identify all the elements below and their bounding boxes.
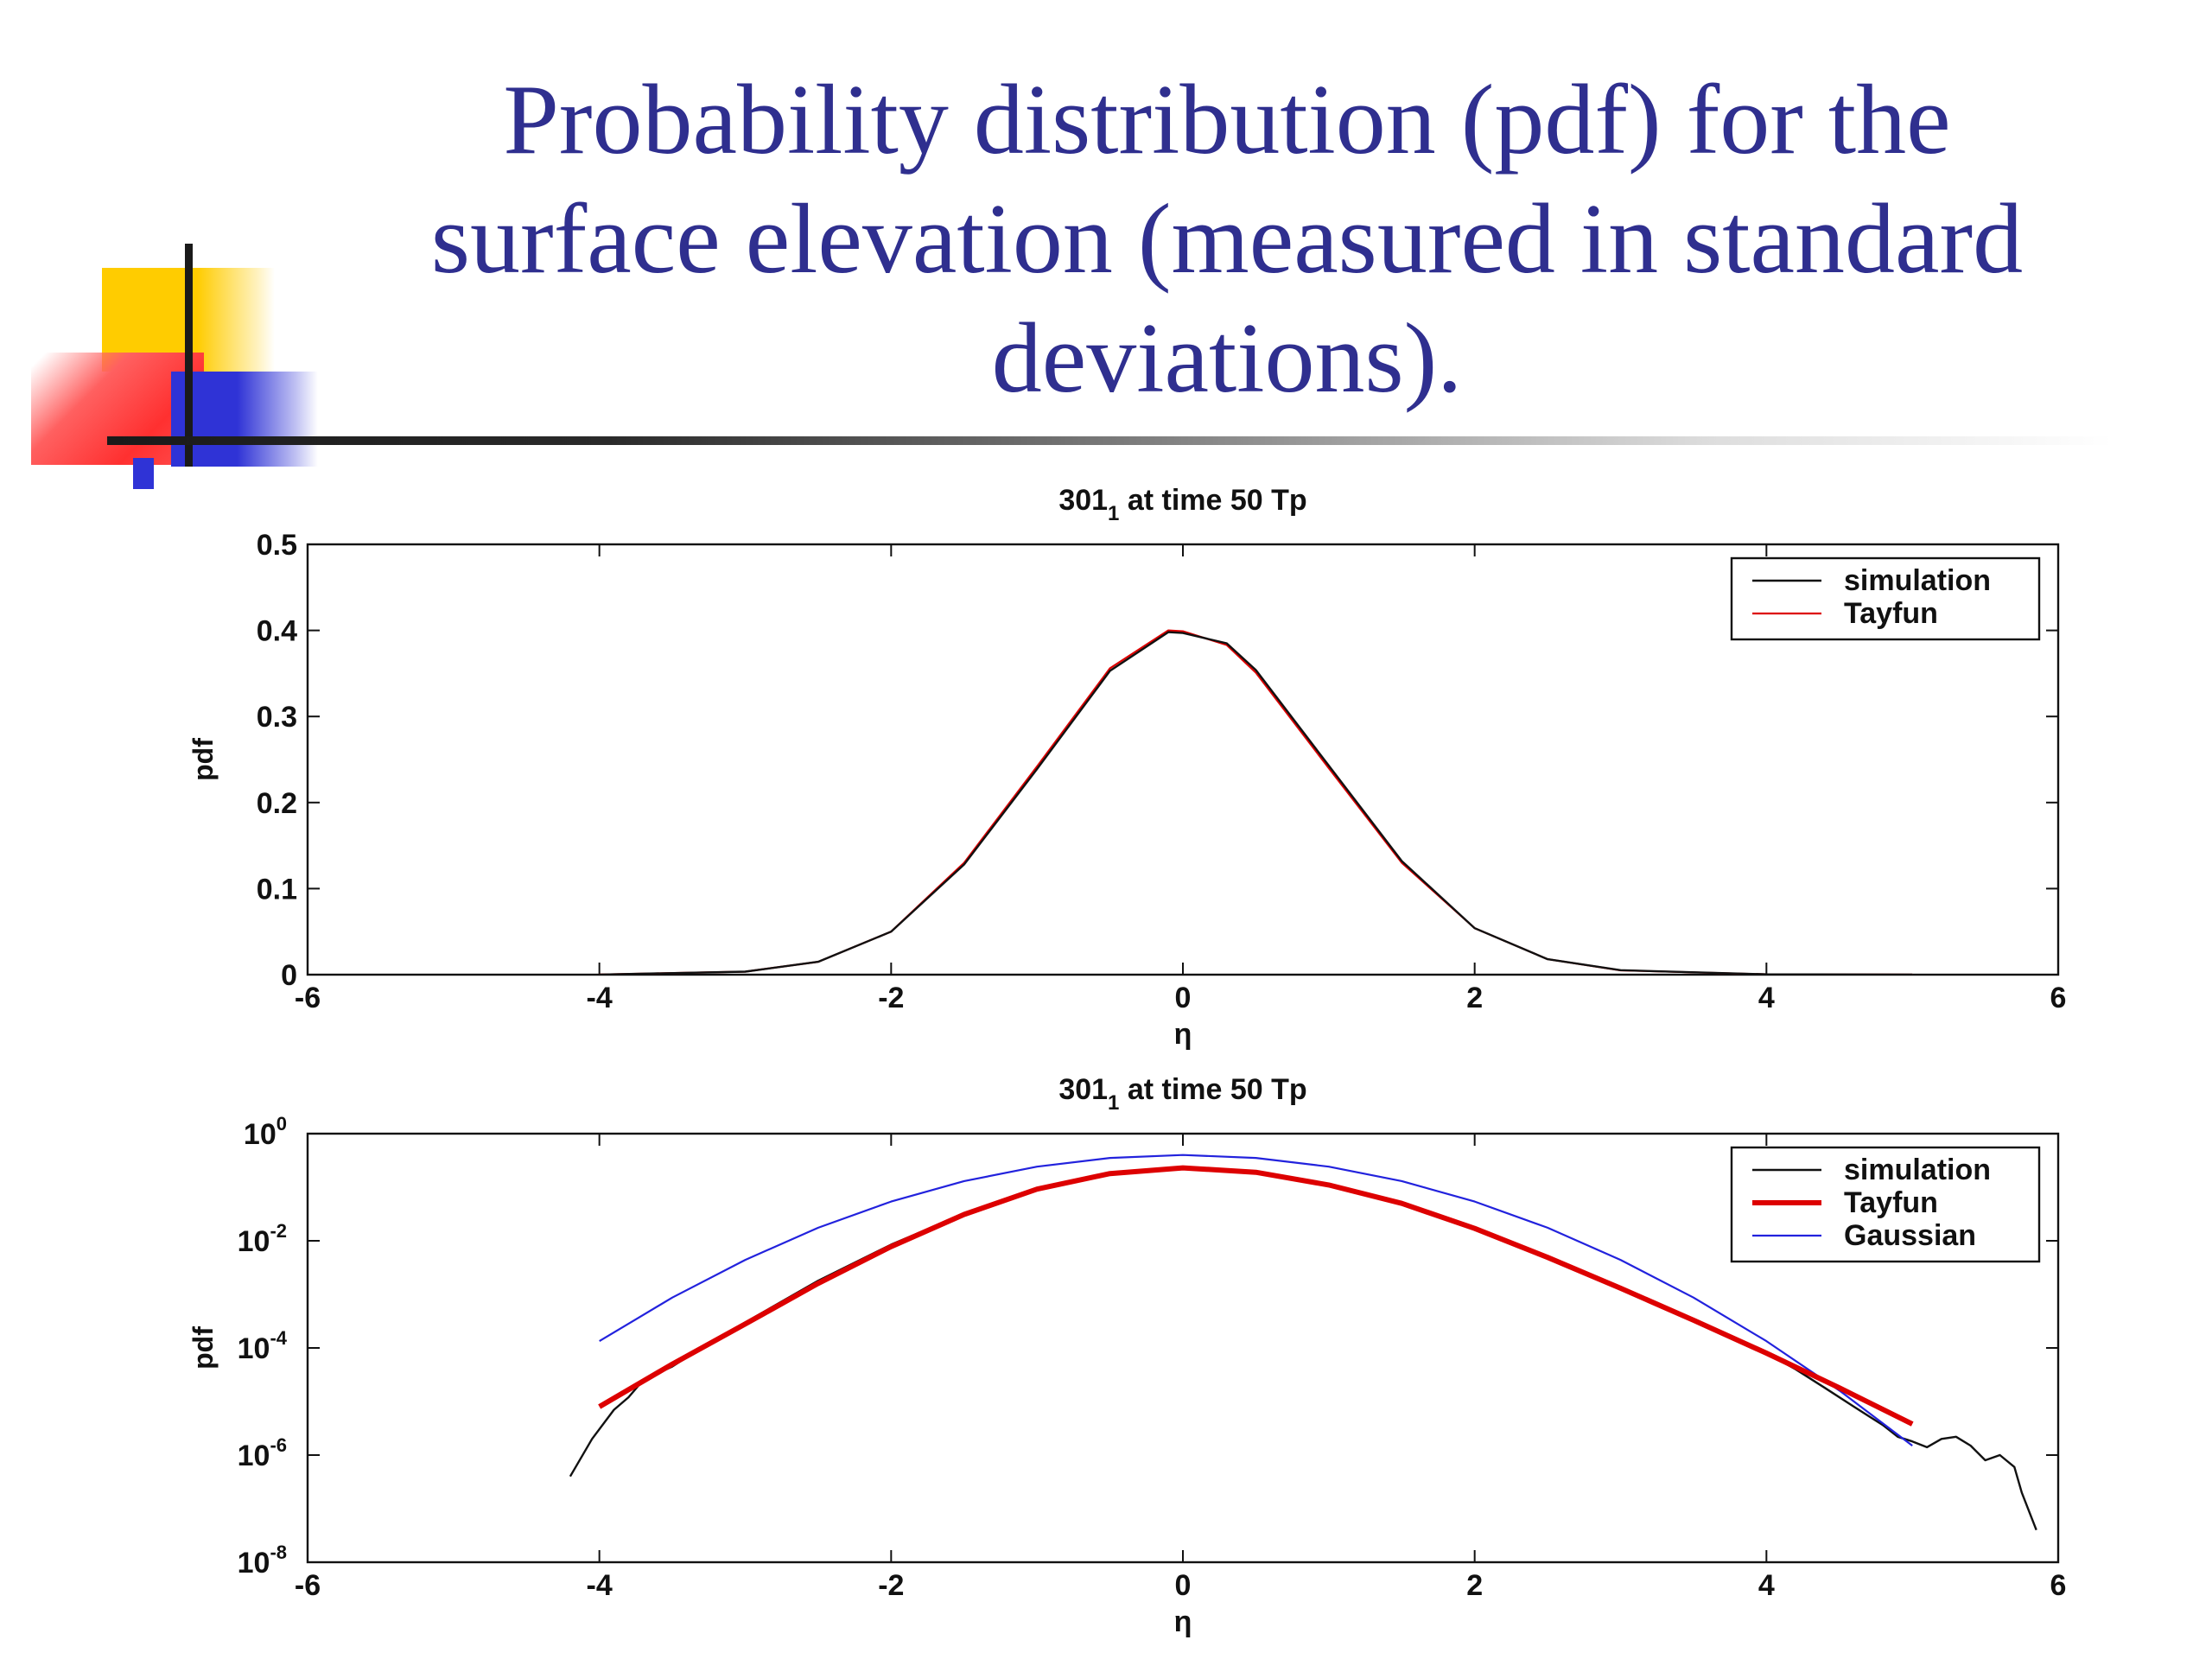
series-line-tayfun [599, 629, 1913, 975]
series-line-gaussian [599, 1154, 1913, 1446]
legend-label: simulation [1844, 564, 1991, 597]
x-tick-label: 4 [1758, 1569, 1775, 1602]
y-tick-label: 100 [244, 1113, 287, 1151]
y-tick-label: 0.3 [257, 701, 297, 734]
x-tick-label: 2 [1466, 1569, 1483, 1602]
series-line-simulation [599, 631, 1913, 975]
y-axis-label: pdf [188, 738, 219, 781]
x-tick-label: -4 [587, 1569, 613, 1602]
y-tick-label: 0.4 [257, 615, 297, 648]
chart-1: 3011 at time 50 Tp -6 -4 -2 0 2 4 6 0 0.1 0.2 0.3 0.… [188, 484, 2066, 1051]
y-tick-label: 10-4 [238, 1327, 288, 1365]
legend-label: Tayfun [1844, 597, 1938, 630]
x-tick-label: -2 [878, 1569, 904, 1602]
y-tick-label: 10-8 [238, 1541, 287, 1580]
slide-title-line: Probability distribution (pdf) for the [503, 65, 1951, 175]
slide-title: Probability distribution (pdf) for the s… [311, 60, 2143, 418]
slide-title-line: deviations). [991, 303, 1463, 414]
y-tick-label: 0.5 [257, 529, 297, 562]
decorative-blue-square [171, 372, 318, 467]
slide-title-line: surface elevation (measured in standard [430, 184, 2024, 295]
legend-label: simulation [1844, 1154, 1991, 1186]
y-tick-label: 0 [281, 959, 297, 992]
title-underline [107, 436, 2112, 445]
x-tick-label: -6 [295, 982, 321, 1014]
x-tick-label: 0 [1175, 982, 1192, 1014]
x-tick-label: 6 [2050, 1569, 2067, 1602]
y-tick-label: 0.1 [257, 873, 297, 906]
x-tick-label: -2 [878, 982, 904, 1014]
x-tick-label: -6 [295, 1569, 321, 1602]
series-line-tayfun [598, 1165, 1914, 1427]
legend-label: Gaussian [1844, 1219, 1976, 1252]
x-axis-label: η [1174, 1018, 1192, 1051]
chart-title: 3011 at time 50 Tp [1058, 1073, 1306, 1115]
x-tick-label: 6 [2050, 982, 2067, 1014]
x-tick-label: 4 [1758, 982, 1775, 1014]
y-tick-label: 10-6 [238, 1434, 287, 1472]
chart-2: 3011 at time 50 Tp -6 -4 -2 0 2 4 6 100 10-2 10-4 1… [188, 1073, 2066, 1638]
chart-title: 3011 at time 50 Tp [1058, 484, 1306, 525]
y-tick-label: 0.2 [257, 787, 297, 820]
x-tick-label: -4 [587, 982, 613, 1014]
legend-box [1730, 556, 2041, 641]
legend-label: Tayfun [1844, 1186, 1938, 1219]
x-tick-label: 0 [1175, 1569, 1192, 1602]
x-axis-label: η [1174, 1605, 1192, 1638]
x-tick-label: 2 [1466, 982, 1483, 1014]
y-tick-label: 10-2 [238, 1220, 287, 1258]
decorative-blue-block [133, 458, 154, 489]
decorative-vertical-line [185, 244, 193, 467]
y-axis-label: pdf [188, 1326, 219, 1370]
